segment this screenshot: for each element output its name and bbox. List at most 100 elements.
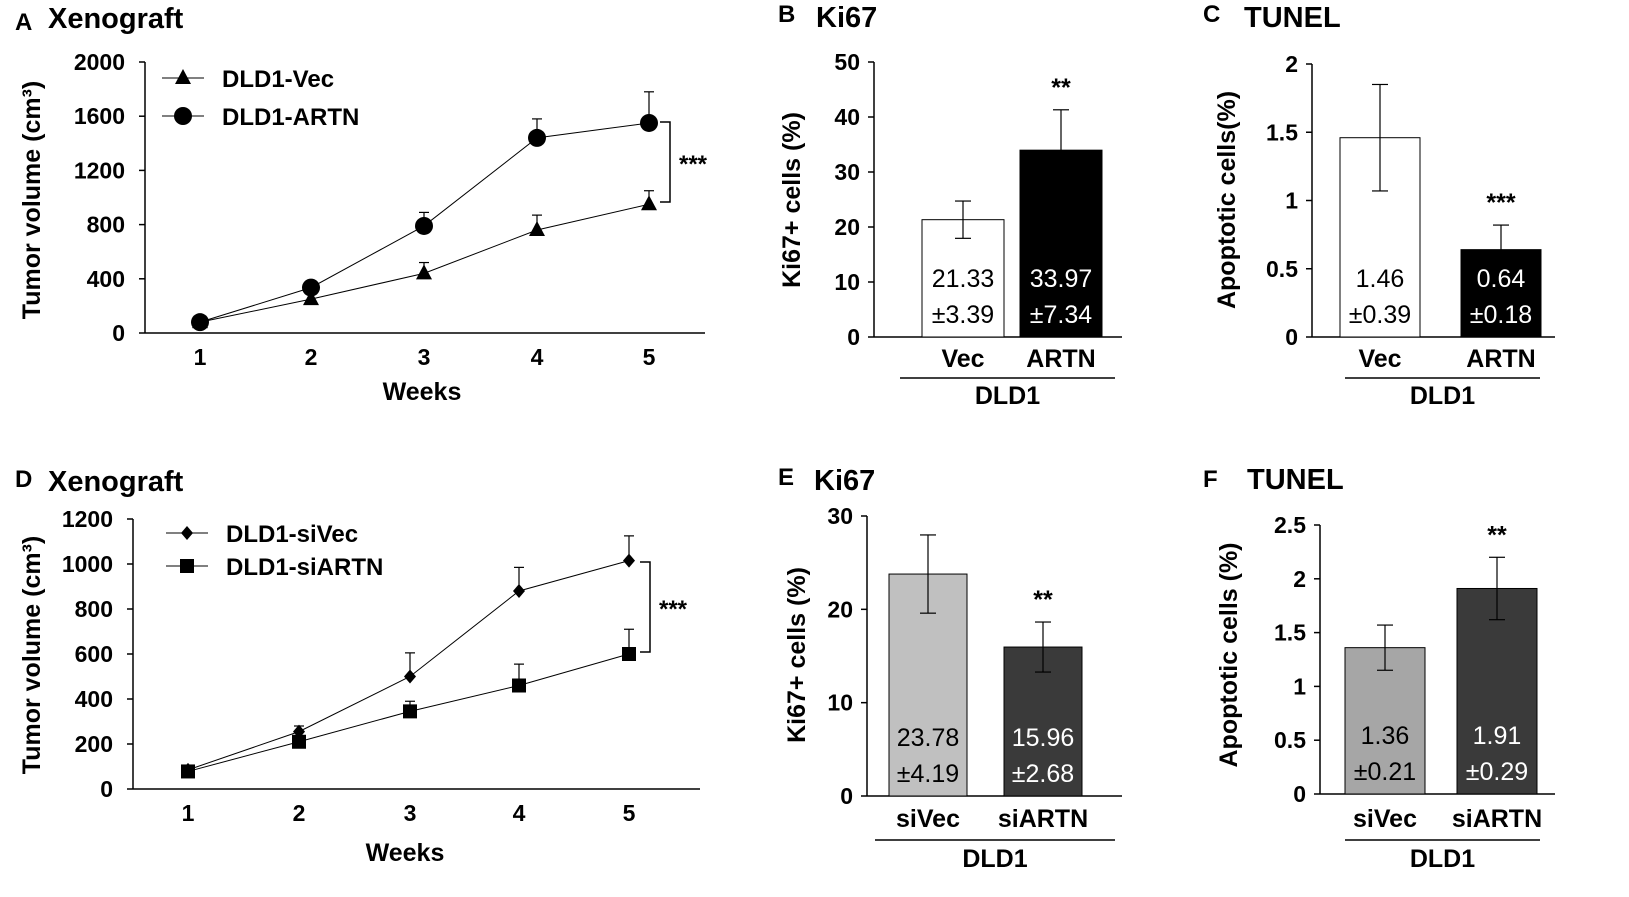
- x-tick-label: 4: [513, 800, 526, 826]
- y-axis-label: Ki67+ cells (%): [783, 567, 811, 743]
- y-tick-label: 2: [1285, 51, 1298, 77]
- y-tick-label: 400: [75, 686, 113, 712]
- panel-c-chart: C TUNEL 0 0.5 1 1.5 2 Apoptotic cells(%) 1.46 ±0.…: [1203, 1, 1555, 410]
- data-point: [403, 704, 417, 719]
- y-tick-label: 1.5: [1266, 119, 1298, 145]
- value-label: 15.96: [1012, 724, 1075, 752]
- data-point: [640, 113, 658, 132]
- x-tick-label: 1: [194, 344, 207, 370]
- data-point: [513, 584, 525, 598]
- chart-title: Ki67: [816, 2, 877, 34]
- panel-letter: C: [1203, 1, 1220, 28]
- significance-bracket: [640, 561, 651, 653]
- error-label: ±3.39: [932, 301, 994, 329]
- value-label: 33.97: [1030, 265, 1093, 293]
- significance-label: ***: [1486, 189, 1515, 217]
- x-tick-label: siVec: [896, 805, 960, 833]
- y-axis-label: Apoptotic cells(%): [1213, 91, 1241, 309]
- y-tick-label: 0: [840, 783, 853, 809]
- significance-label: ***: [659, 596, 688, 623]
- y-tick-label: 50: [834, 49, 860, 75]
- x-tick-label: 2: [293, 800, 306, 826]
- legend-marker: [180, 559, 194, 573]
- chart-title: Xenograft: [48, 3, 184, 35]
- y-tick-label: 1: [1285, 188, 1298, 214]
- error-label: ±4.19: [897, 760, 959, 788]
- y-tick-label: 20: [827, 596, 853, 622]
- significance-bracket: [660, 121, 671, 203]
- y-tick-label: 800: [87, 212, 125, 238]
- x-tick-label: siARTN: [998, 805, 1088, 833]
- x-tick-label: 5: [643, 344, 656, 370]
- panel-b-chart: B Ki67 0 10 20 30 40 50 Ki67+ cells (%) 21.33 ±3.3…: [778, 1, 1122, 410]
- panel-letter: F: [1203, 466, 1218, 493]
- x-tick-label: 1: [182, 800, 195, 826]
- legend-marker: [174, 107, 192, 125]
- data-point: [191, 313, 209, 332]
- panel-d: D Xenograft 0 200 400 600 800 1000 1200 1 2 3 4 5 Week…: [0, 455, 760, 895]
- data-point: [292, 734, 306, 749]
- data-point: [404, 669, 416, 684]
- series-line-DLD1-siVec: [187, 560, 630, 771]
- y-tick-label: 20: [834, 214, 860, 240]
- x-tick-label: 2: [305, 344, 318, 370]
- data-point: [529, 221, 545, 237]
- y-tick-label: 0: [112, 320, 125, 346]
- y-axis-label: Ki67+ cells (%): [778, 112, 806, 288]
- value-label: 1.46: [1356, 265, 1405, 293]
- chart-title: Xenograft: [48, 466, 184, 498]
- group-label: DLD1: [962, 845, 1027, 873]
- group-label: DLD1: [1410, 845, 1475, 873]
- data-point: [641, 195, 657, 211]
- y-tick-label: 1600: [74, 103, 125, 129]
- y-tick-label: 30: [827, 503, 853, 529]
- y-tick-label: 0: [1285, 324, 1298, 350]
- data-point: [181, 764, 195, 779]
- legend-label: DLD1-siVec: [226, 521, 358, 548]
- y-tick-label: 10: [827, 690, 853, 716]
- y-tick-label: 40: [834, 104, 860, 130]
- data-point: [415, 216, 433, 235]
- data-point: [416, 264, 432, 280]
- legend-marker: [175, 69, 191, 84]
- data-point: [303, 290, 319, 306]
- bar-siARTN: [1456, 587, 1538, 795]
- y-tick-label: 600: [75, 641, 113, 667]
- y-tick-label: 0: [100, 776, 113, 802]
- y-tick-label: 0.5: [1266, 256, 1298, 282]
- group-label: DLD1: [1410, 382, 1475, 410]
- data-point: [512, 678, 526, 693]
- x-tick-label: Vec: [941, 345, 984, 373]
- y-axis-label: Tumor volume (cm³): [18, 536, 46, 774]
- legend-label: DLD1-siARTN: [226, 554, 383, 581]
- error-label: ±0.39: [1349, 301, 1411, 329]
- group-label: DLD1: [975, 382, 1040, 410]
- x-tick-label: Vec: [1358, 345, 1401, 373]
- x-tick-label: siARTN: [1452, 805, 1542, 833]
- error-label: ±0.18: [1470, 301, 1532, 329]
- legend-marker: [181, 526, 193, 540]
- x-axis-label: Weeks: [383, 378, 462, 406]
- y-tick-label: 1: [1293, 673, 1306, 699]
- significance-label: ***: [679, 151, 708, 178]
- y-tick-label: 800: [75, 596, 113, 622]
- chart-title: Ki67: [814, 465, 875, 497]
- x-tick-label: ARTN: [1466, 345, 1535, 373]
- value-label: 23.78: [897, 724, 960, 752]
- chart-title: TUNEL: [1247, 464, 1344, 496]
- y-tick-label: 0: [847, 324, 860, 350]
- bar-Vec: [921, 219, 1005, 338]
- panel-letter: D: [15, 466, 32, 493]
- legend-label: DLD1-Vec: [222, 66, 334, 93]
- panel-e-chart: E Ki67 0 10 20 30 Ki67+ cells (%) 23.78 ±4.19 siV…: [778, 464, 1122, 873]
- y-tick-label: 1000: [62, 551, 113, 577]
- value-label: 1.91: [1473, 722, 1522, 750]
- significance-label: **: [1051, 74, 1071, 102]
- y-axis-label: Tumor volume (cm³): [18, 81, 46, 319]
- panel-letter: A: [15, 9, 32, 36]
- error-label: ±2.68: [1012, 760, 1074, 788]
- error-label: ±0.29: [1466, 758, 1528, 786]
- y-tick-label: 2000: [74, 49, 125, 75]
- panel-f: F TUNEL 0 0.5 1 1.5 2 2.5 Apoptotic cells (%) 1.3…: [1195, 455, 1625, 895]
- error-label: ±0.21: [1354, 758, 1416, 786]
